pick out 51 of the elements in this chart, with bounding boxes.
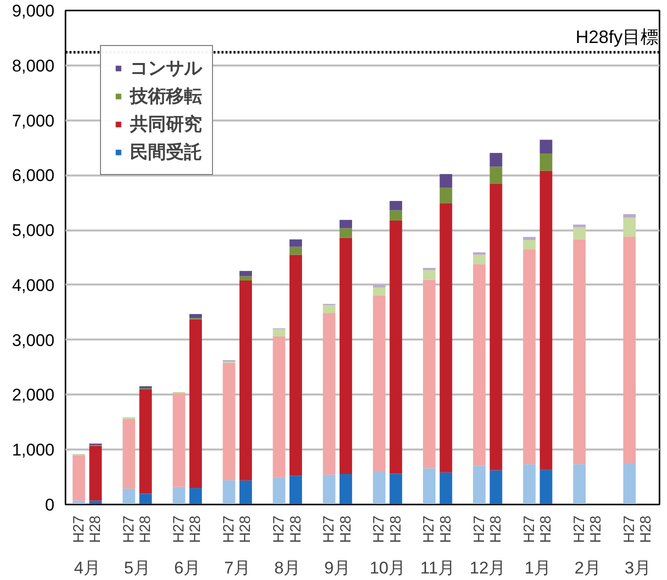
x-tick-label: H28 xyxy=(487,515,504,544)
y-tick-label: 0 xyxy=(45,496,55,514)
legend-label: 技術移転 xyxy=(130,85,202,108)
x-tick-label: H27 xyxy=(570,515,588,544)
text: 4月 xyxy=(74,558,100,578)
x-tick-label: H28 xyxy=(387,515,404,544)
text: 11月 xyxy=(420,558,455,578)
y-tick-label: 4,000 xyxy=(12,276,55,295)
y-tick-label: 8,000 xyxy=(12,56,55,76)
x-tick-label: H28 xyxy=(437,515,454,544)
x-tick-label: H27 xyxy=(170,515,188,544)
ref-line-label: H28fy目標 xyxy=(576,27,659,48)
x-tick-label: H27 xyxy=(620,515,638,544)
x-tick-label: H28 xyxy=(137,515,154,544)
y-tick-label: 1,000 xyxy=(12,440,55,460)
y-tick-label: 6,000 xyxy=(12,166,55,186)
x-tick-label: H27 xyxy=(270,515,288,544)
x-tick-label: H27 xyxy=(220,515,238,544)
x-tick-label: H27 xyxy=(370,515,388,544)
x-tick-label: H27 xyxy=(120,515,138,544)
y-tick-label: 3,000 xyxy=(12,330,55,350)
x-tick-label: H28 xyxy=(337,515,354,544)
text: 10月 xyxy=(370,558,406,578)
text: 7月 xyxy=(224,558,251,578)
text: 12月 xyxy=(470,558,506,578)
x-tick-label: H27 xyxy=(470,515,488,544)
text: 6月 xyxy=(174,558,201,578)
x-tick-label: H28 xyxy=(287,515,304,544)
text: 2月 xyxy=(574,558,601,578)
x-tick-label: H28 xyxy=(638,515,655,544)
x-tick-label: H28 xyxy=(87,515,104,544)
legend-label: 共同研究 xyxy=(130,113,202,136)
x-tick-label: H28 xyxy=(237,515,254,544)
text: 1月 xyxy=(524,558,551,578)
text: 5月 xyxy=(124,558,150,578)
x-tick-label: H27 xyxy=(320,515,338,544)
x-tick-label: H27 xyxy=(420,515,438,544)
y-tick-label: 5,000 xyxy=(12,221,55,240)
legend-label: コンサル xyxy=(130,57,202,80)
y-tick-label: 9,000 xyxy=(12,2,55,20)
text: 3月 xyxy=(624,558,652,578)
x-tick-label: H27 xyxy=(70,515,88,544)
x-tick-label: H28 xyxy=(187,515,204,544)
text: 8月 xyxy=(274,558,301,578)
legend-label: 民間受託 xyxy=(130,141,202,164)
text: 9月 xyxy=(324,558,351,578)
x-tick-label: H27 xyxy=(520,515,538,544)
x-tick-label: H28 xyxy=(538,515,555,544)
y-tick-label: 7,000 xyxy=(12,111,55,130)
y-tick-label: 2,000 xyxy=(12,386,55,405)
x-tick-label: H28 xyxy=(588,515,605,544)
